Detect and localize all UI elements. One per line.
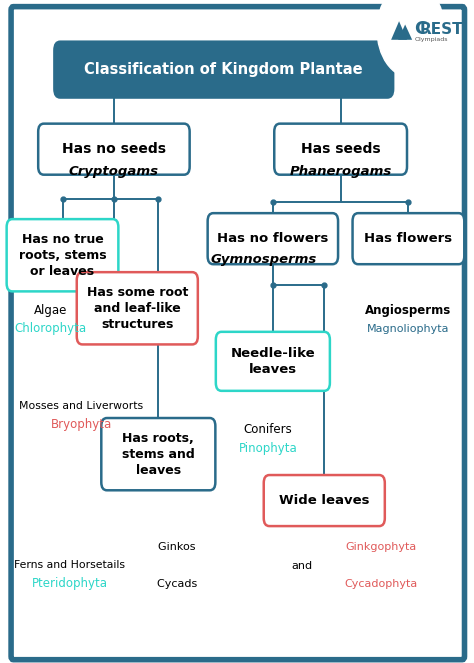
FancyBboxPatch shape <box>101 418 215 491</box>
Text: Olympiads: Olympiads <box>414 37 448 42</box>
FancyBboxPatch shape <box>53 40 394 99</box>
FancyBboxPatch shape <box>216 332 330 391</box>
Polygon shape <box>398 25 412 40</box>
Text: Chlorophyta: Chlorophyta <box>15 322 87 335</box>
Text: Conifers: Conifers <box>244 423 292 436</box>
Text: Cycadophyta: Cycadophyta <box>344 579 418 589</box>
Text: and: and <box>292 560 313 571</box>
Text: Has no flowers: Has no flowers <box>217 232 328 245</box>
Text: Phanerogams: Phanerogams <box>290 164 392 178</box>
Text: Magnoliophyta: Magnoliophyta <box>367 324 450 334</box>
FancyBboxPatch shape <box>274 124 407 175</box>
Text: Ferns and Horsetails: Ferns and Horsetails <box>14 560 125 570</box>
Polygon shape <box>391 21 407 40</box>
Text: Has flowers: Has flowers <box>365 232 453 245</box>
Text: Wide leaves: Wide leaves <box>279 494 370 507</box>
FancyBboxPatch shape <box>353 213 464 264</box>
FancyBboxPatch shape <box>208 213 338 264</box>
Text: Has some root
and leaf-like
structures: Has some root and leaf-like structures <box>87 286 188 331</box>
Text: Has no true
roots, stems
or leaves: Has no true roots, stems or leaves <box>18 233 106 278</box>
Text: Angiosperms: Angiosperms <box>365 304 452 317</box>
Text: Classification of Kingdom Plantae: Classification of Kingdom Plantae <box>84 62 363 77</box>
Text: Gymnosperms: Gymnosperms <box>210 253 317 267</box>
Text: Ginkgophyta: Ginkgophyta <box>345 542 417 552</box>
Text: Has seeds: Has seeds <box>301 142 381 156</box>
Text: Algae: Algae <box>34 304 67 317</box>
Text: Cryptogams: Cryptogams <box>69 164 159 178</box>
Text: Needle-like
leaves: Needle-like leaves <box>230 347 315 376</box>
FancyBboxPatch shape <box>7 219 118 292</box>
Text: Cycads: Cycads <box>157 579 201 589</box>
Text: Has roots,
stems and
leaves: Has roots, stems and leaves <box>122 432 195 477</box>
Text: Mosses and Liverworts: Mosses and Liverworts <box>19 400 143 411</box>
Text: Pinophyta: Pinophyta <box>239 442 298 455</box>
Text: Ginkos: Ginkos <box>158 542 200 552</box>
FancyBboxPatch shape <box>264 475 385 526</box>
FancyBboxPatch shape <box>77 272 198 345</box>
Text: Pteridophyta: Pteridophyta <box>31 577 108 590</box>
Text: Bryophyta: Bryophyta <box>51 418 112 431</box>
Text: Has no seeds: Has no seeds <box>62 142 166 156</box>
Text: C: C <box>414 20 428 38</box>
FancyBboxPatch shape <box>38 124 190 175</box>
Text: REST: REST <box>419 22 463 36</box>
Circle shape <box>377 0 445 78</box>
